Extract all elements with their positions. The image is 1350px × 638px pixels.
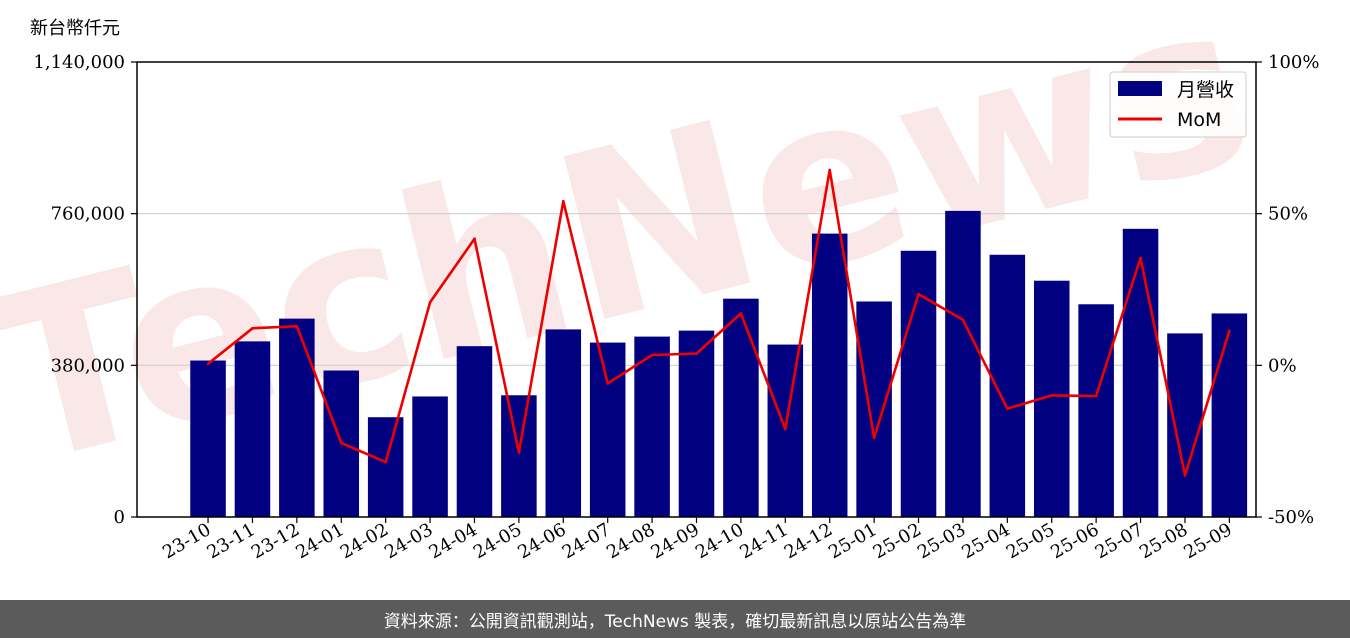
mom-point	[1139, 256, 1142, 260]
x-tick-label: 25-02	[870, 519, 925, 563]
mom-point	[295, 324, 299, 328]
revenue-bar	[412, 396, 448, 517]
mom-point	[1228, 329, 1231, 333]
revenue-bar	[856, 301, 892, 517]
mom-line	[207, 168, 1231, 477]
x-tick-label: 25-04	[958, 519, 1013, 563]
mom-point	[872, 436, 876, 440]
x-tick-label: 24-02	[337, 519, 392, 563]
right-tick-label: 100%	[1268, 52, 1319, 73]
revenue-bar	[456, 346, 493, 517]
revenue-bar	[1167, 333, 1203, 517]
revenue-bar	[1122, 228, 1159, 518]
mom-point	[428, 300, 432, 304]
x-tick-label: 23-10	[159, 519, 214, 563]
revenue-bar	[1211, 313, 1248, 517]
revenue-bar	[545, 329, 582, 517]
x-tick-label: 24-09	[648, 519, 703, 563]
mom-point	[828, 168, 832, 172]
mom-line-series	[206, 168, 1231, 477]
revenue-bar	[234, 341, 271, 517]
mom-point	[1050, 394, 1054, 397]
revenue-bar	[723, 298, 759, 517]
mom-point	[650, 353, 654, 357]
mom-point	[384, 460, 387, 464]
revenue-bar	[678, 330, 715, 517]
revenue-bar	[190, 360, 226, 517]
x-tick-label: 25-06	[1047, 519, 1102, 563]
revenue-bar	[811, 233, 848, 517]
x-tick-label: 25-05	[1003, 519, 1058, 563]
x-tick-label: 25-03	[914, 519, 969, 563]
x-tick-label: 24-05	[470, 519, 525, 563]
revenue-bar	[589, 342, 626, 517]
left-tick-label: 0	[114, 507, 125, 528]
x-axis: 23-1023-1123-1224-0124-0224-0324-0424-05…	[159, 517, 1236, 563]
mom-point	[251, 327, 254, 330]
revenue-bar	[1078, 304, 1114, 517]
left-tick-label: 380,000	[51, 355, 125, 376]
mom-point	[561, 199, 565, 203]
revenue-bar	[279, 318, 315, 517]
legend-label-mom: MoM	[1177, 109, 1221, 131]
left-axis-unit-label: 新台幣仟元	[30, 18, 120, 39]
revenue-bar	[945, 210, 981, 517]
mom-point	[473, 237, 476, 241]
mom-point	[917, 292, 920, 296]
x-tick-label: 24-11	[736, 519, 791, 563]
mom-point	[339, 441, 343, 445]
revenue-bar	[367, 417, 404, 517]
mom-point	[1183, 474, 1187, 477]
x-tick-label: 24-12	[781, 519, 836, 563]
mom-point	[784, 427, 787, 431]
x-tick-label: 24-06	[514, 519, 569, 563]
right-tick-label: 50%	[1268, 204, 1308, 225]
revenue-bar	[634, 336, 670, 517]
x-tick-label: 24-10	[692, 519, 747, 563]
x-tick-label: 24-03	[381, 519, 436, 563]
mom-point	[606, 382, 609, 385]
source-note: 資料來源：公開資訊觀測站，TechNews 製表，確切最新訊息以原站公告為準	[383, 611, 967, 632]
revenue-chart: TechNews 新台幣仟元 0380,000760,0001,140,000 …	[0, 0, 1319, 563]
right-y-axis: -50% 0% 50% 100%	[1256, 52, 1319, 528]
left-y-axis: 0 380,000 760,000 1,140,000	[33, 52, 137, 528]
x-tick-label: 24-04	[426, 519, 481, 563]
mom-point	[517, 451, 521, 454]
mom-point	[739, 312, 743, 315]
left-tick-label: 1,140,000	[33, 52, 125, 73]
x-tick-label: 24-08	[603, 519, 658, 563]
revenue-bar	[501, 395, 537, 517]
mom-point	[1094, 394, 1098, 398]
x-tick-label: 24-01	[292, 519, 347, 563]
right-tick-label: -50%	[1268, 507, 1314, 528]
x-tick-label: 25-09	[1180, 519, 1235, 563]
mom-point	[961, 318, 965, 322]
mom-point	[695, 352, 698, 355]
revenue-bar	[900, 250, 937, 517]
mom-point	[1006, 407, 1009, 411]
x-tick-label: 23-11	[204, 519, 259, 563]
x-tick-label: 25-01	[825, 519, 880, 563]
x-tick-label: 25-08	[1136, 519, 1191, 563]
x-tick-label: 25-07	[1092, 519, 1147, 563]
source-footer: 資料來源：公開資訊觀測站，TechNews 製表，確切最新訊息以原站公告為準	[0, 600, 1350, 638]
x-tick-label: 24-07	[559, 519, 614, 563]
legend-label-revenue: 月營收	[1177, 79, 1234, 101]
legend: 月營收 MoM	[1109, 71, 1247, 138]
legend-swatch-revenue	[1118, 81, 1162, 96]
left-tick-label: 760,000	[51, 204, 125, 225]
mom-point	[206, 362, 210, 366]
right-tick-label: 0%	[1268, 355, 1297, 376]
x-tick-label: 23-12	[248, 519, 303, 563]
revenue-bars	[190, 210, 1248, 518]
revenue-bar	[767, 344, 804, 517]
